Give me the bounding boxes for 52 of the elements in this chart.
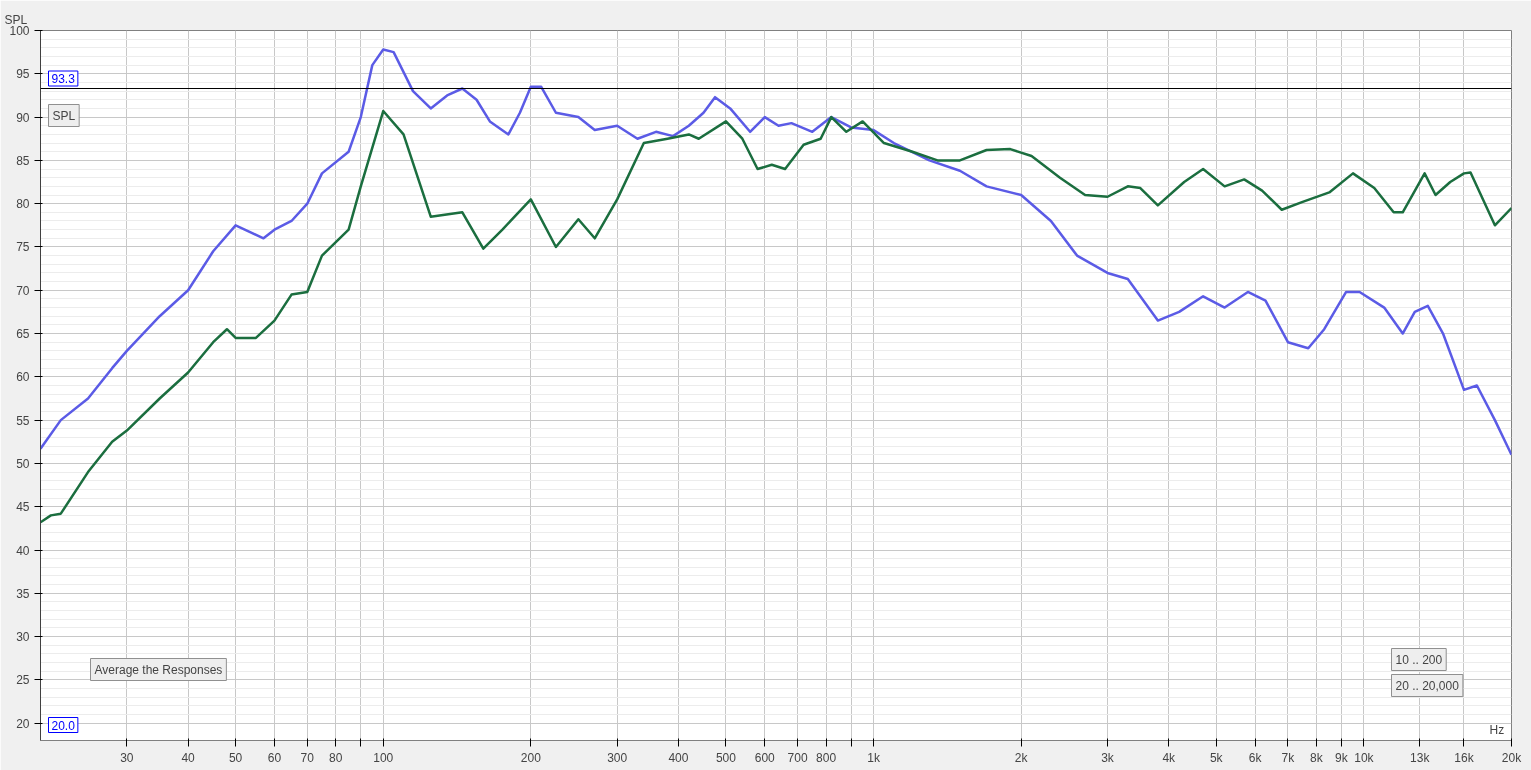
ref-line-label: 93.3	[51, 72, 76, 87]
y-tick-label: 70	[16, 283, 30, 298]
x-tick-label: 6k	[1248, 750, 1263, 765]
y-tick-label: 80	[16, 197, 30, 212]
x-tick-label: 700	[787, 750, 808, 765]
x-tick-label: 4k	[1162, 750, 1177, 765]
y-tick-label: 60	[16, 370, 30, 385]
x-tick-label: 800	[816, 750, 837, 765]
y-tick-label: 65	[16, 327, 30, 342]
x-tick-label: 8k	[1310, 750, 1324, 765]
x-tick-label: 3k	[1101, 750, 1115, 765]
y-tick-label: 75	[16, 240, 30, 255]
x-tick-label: 5k	[1209, 750, 1224, 765]
y-tick-label: 35	[16, 586, 30, 601]
x-tick-label: 30	[120, 750, 134, 765]
x-tick-label: 1k	[867, 750, 881, 765]
x-tick-label: 200	[520, 750, 542, 765]
x-tick-label: 300	[607, 750, 628, 765]
x-tick-label: 9k	[1335, 750, 1349, 765]
x-tick-label: 10k	[1354, 750, 1375, 765]
y-tick-label: 50	[16, 456, 30, 471]
y-tick-label: 45	[16, 500, 30, 515]
x-tick-label: 70	[300, 750, 315, 765]
annotation: Average the Responses	[94, 662, 223, 677]
y-tick-label: 90	[16, 110, 30, 125]
x-tick-label: 16k	[1454, 750, 1475, 765]
y-tick-label: 55	[16, 413, 30, 428]
x-tick-label: 600	[754, 750, 776, 765]
y-tick-label: 85	[16, 153, 30, 168]
ref-line-label: 20.0	[51, 718, 76, 733]
y-tick-label: 95	[16, 67, 30, 82]
x-tick-label: 20k	[1501, 750, 1523, 765]
x-tick-label: 2k	[1014, 750, 1029, 765]
x-tick-label: 40	[181, 750, 196, 765]
y-tick-label: 20	[16, 716, 30, 731]
x-tick-label: 500	[715, 750, 737, 765]
annotation: SPL	[52, 108, 76, 123]
y-tick-label: 30	[16, 630, 30, 645]
x-tick-label: 100	[373, 750, 394, 765]
x-tick-label: 60	[267, 750, 282, 765]
x-tick-label: 7k	[1281, 750, 1296, 765]
y-tick-label: 100	[9, 24, 30, 38]
x-axis-title: Hz	[1489, 722, 1505, 737]
x-tick-label: 50	[228, 750, 243, 765]
y-tick-label: 40	[16, 543, 30, 558]
x-tick-label: 13k	[1410, 750, 1431, 765]
annotation: 20 .. 20,000	[1395, 678, 1460, 693]
y-axis-title: SPL	[4, 12, 28, 27]
annotation: 10 .. 200	[1395, 652, 1443, 667]
x-tick-label: 400	[668, 750, 689, 765]
x-tick-label: 80	[329, 750, 343, 765]
y-tick-label: 25	[16, 673, 30, 688]
